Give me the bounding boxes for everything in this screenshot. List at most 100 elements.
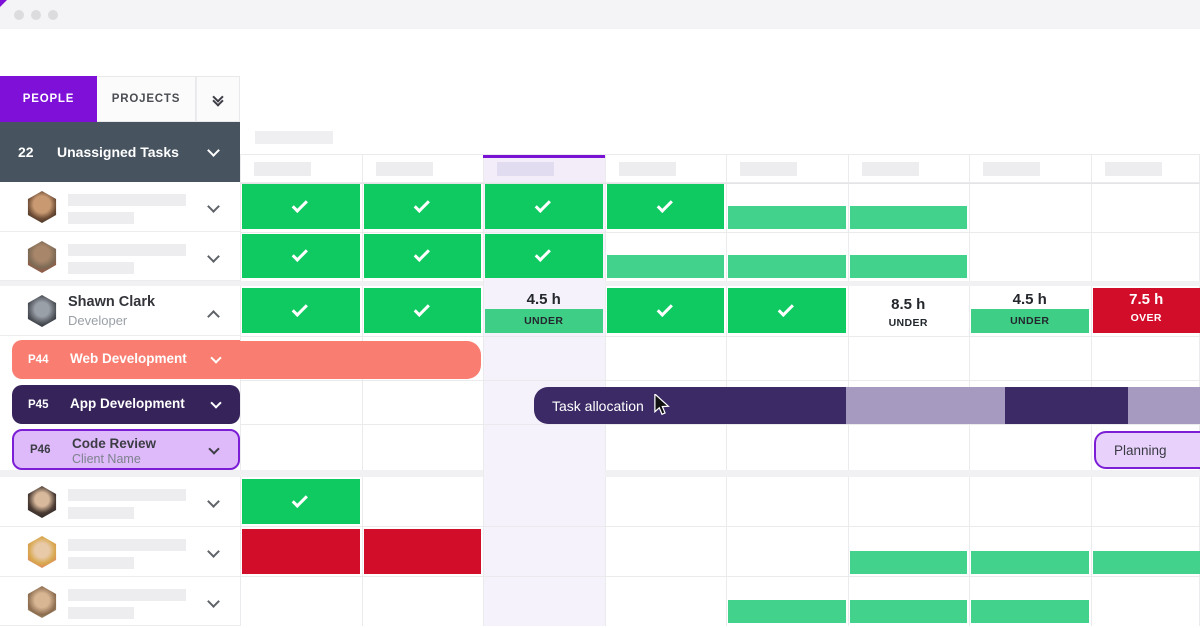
task-allocation-bar[interactable]: Task allocation [534, 387, 1200, 424]
bottom-3-row-allocation-cell[interactable] [728, 600, 846, 623]
name-placeholder [68, 539, 186, 551]
sidebar-expand-button[interactable] [196, 76, 240, 122]
person-row-2[interactable] [0, 232, 240, 281]
project-code: P44 [28, 353, 49, 366]
under-band: UNDER [971, 309, 1089, 333]
capacity-status: UNDER [1010, 315, 1050, 327]
chevron-up-icon[interactable] [207, 310, 220, 323]
planning-bar[interactable]: Planning [1094, 431, 1200, 469]
chevron-down-icon[interactable] [207, 495, 220, 508]
chevron-down-icon[interactable] [207, 200, 220, 213]
person-row-5[interactable] [0, 577, 240, 626]
day-label-placeholder [375, 162, 433, 176]
grid-column-line [240, 155, 241, 626]
window-titlebar [0, 0, 1200, 29]
chevron-down-icon[interactable] [207, 250, 220, 263]
grid-row-line [240, 183, 1200, 184]
person-row-4[interactable] [0, 527, 240, 577]
person-name: Shawn Clark [68, 294, 156, 310]
project-pill-code-review[interactable]: P46 Code Review Client Name [12, 429, 240, 470]
day-label-placeholder [740, 162, 797, 176]
avatar [27, 536, 57, 568]
person-1-row-allocation-cell[interactable] [849, 206, 967, 229]
person-1-row-check-cell[interactable] [363, 184, 481, 229]
bottom-2-row-overbooked-cell[interactable] [242, 529, 360, 574]
avatar [27, 295, 57, 327]
hours-value: 7.5 h [1129, 291, 1164, 308]
project-pill-app-development[interactable]: P45 App Development [12, 385, 240, 424]
under-band: UNDER [485, 309, 603, 333]
person-1-row-allocation-cell[interactable] [728, 206, 846, 229]
hours-value: 4.5 h [1012, 291, 1047, 308]
avatar [27, 486, 57, 518]
person-row-shawn-clark[interactable]: Shawn Clark Developer [0, 286, 240, 336]
bottom-3-row-allocation-cell[interactable] [971, 600, 1089, 623]
person-row-1[interactable] [0, 182, 240, 232]
chevron-down-icon[interactable] [207, 144, 220, 157]
name-placeholder [68, 489, 186, 501]
person-row-3[interactable] [0, 477, 240, 527]
web-development-bar[interactable] [240, 341, 481, 379]
section-separator [605, 281, 1200, 286]
bottom-2-row-overbooked-cell[interactable] [363, 529, 481, 574]
grid-row-line [240, 336, 1200, 337]
bottom-2-row-allocation-cell[interactable] [971, 551, 1089, 574]
person-1-row-check-cell[interactable] [485, 184, 603, 229]
tab-people[interactable]: PEOPLE [0, 76, 97, 122]
chevron-down-icon[interactable] [208, 443, 220, 455]
shawn-row-check-cell[interactable] [728, 288, 846, 333]
shawn-row-hours-cell[interactable]: 4.5 h UNDER [971, 288, 1089, 333]
month-label-placeholder [255, 131, 333, 144]
name-placeholder [68, 244, 186, 256]
unassigned-tasks-row[interactable]: 22 Unassigned Tasks [0, 122, 240, 182]
bottom-1-row-check-cell[interactable] [242, 479, 360, 524]
bottom-2-row-allocation-cell[interactable] [849, 551, 967, 574]
window-dot-3[interactable] [48, 10, 58, 20]
grid-row-line [240, 182, 1200, 183]
window-dot-2[interactable] [31, 10, 41, 20]
shawn-row-hours-cell[interactable]: 8.5 h UNDER [850, 288, 968, 333]
day-label-placeholder [254, 162, 311, 176]
chevron-down-icon[interactable] [210, 397, 222, 409]
avatar [27, 586, 57, 618]
shawn-row-check-cell[interactable] [606, 288, 724, 333]
grid-column-line [361, 155, 363, 626]
tab-projects[interactable]: PROJECTS [97, 76, 196, 122]
person-2-row-allocation-cell[interactable] [849, 255, 967, 278]
chevron-down-icon[interactable] [210, 352, 222, 364]
chevron-down-icon[interactable] [207, 545, 220, 558]
role-placeholder [68, 557, 134, 569]
shawn-row-check-cell[interactable] [363, 288, 481, 333]
person-2-row-check-cell[interactable] [485, 234, 603, 278]
grid-column-line [483, 155, 484, 626]
capacity-status: UNDER [888, 316, 928, 329]
person-2-row-check-cell[interactable] [363, 234, 481, 278]
day-label-placeholder [618, 162, 676, 176]
window-dot-1[interactable] [14, 10, 24, 20]
project-name: Code Review [72, 436, 157, 451]
shawn-row-check-cell[interactable] [242, 288, 360, 333]
checkmark-icon [413, 300, 430, 317]
grid-row-line [240, 380, 1200, 381]
task-bar-label: Task allocation [552, 397, 644, 414]
bottom-3-row-allocation-cell[interactable] [849, 600, 967, 623]
checkmark-icon [413, 245, 430, 263]
shawn-row-hours-cell[interactable]: 4.5 h UNDER [485, 288, 603, 333]
project-code: P46 [30, 443, 51, 456]
person-1-row-check-cell[interactable] [242, 184, 360, 229]
bottom-2-row-allocation-cell[interactable] [1092, 551, 1200, 574]
project-code: P45 [28, 398, 49, 411]
person-2-row-check-cell[interactable] [242, 234, 360, 278]
shawn-row-hours-cell[interactable]: 7.5 h OVER [1092, 288, 1200, 333]
cursor-pointer-icon [654, 394, 670, 416]
person-2-row-allocation-cell[interactable] [728, 255, 846, 278]
checkmark-icon [413, 196, 430, 213]
person-1-row-check-cell[interactable] [606, 184, 724, 229]
person-2-row-allocation-cell[interactable] [606, 255, 724, 278]
allocation-segment-light [1128, 387, 1200, 424]
checkmark-icon [534, 196, 552, 213]
project-pill-web-development[interactable]: P44 Web Development [12, 340, 240, 379]
chevron-down-icon[interactable] [207, 595, 220, 608]
section-separator [605, 470, 1200, 477]
